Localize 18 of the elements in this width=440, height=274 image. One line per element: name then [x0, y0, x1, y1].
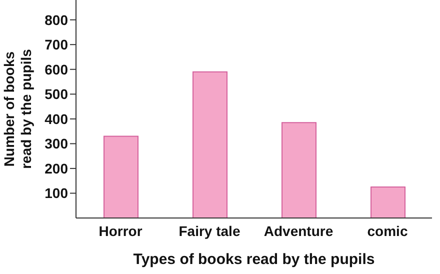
- y-tick-label: 200: [44, 160, 68, 176]
- y-tick-label: 300: [44, 136, 68, 152]
- x-tick-label: Fairy tale: [178, 222, 240, 239]
- x-axis-title: Types of books read by the pupils: [133, 251, 375, 268]
- y-tick-label: 700: [44, 36, 68, 53]
- y-tick-label: 600: [44, 61, 68, 78]
- bar: [282, 122, 316, 218]
- y-tick-label: 100: [44, 185, 68, 202]
- x-tick-label: Horror: [98, 222, 143, 239]
- x-tick-label: comic: [367, 222, 408, 239]
- y-axis-title: Number of books read by the pupils: [1, 48, 34, 169]
- y-tick-label: 500: [44, 86, 68, 102]
- bar: [192, 71, 228, 218]
- bar: [370, 186, 406, 218]
- y-tick-label: 800: [44, 12, 68, 28]
- bar: [104, 136, 138, 218]
- x-tick-label: Adventure: [264, 222, 334, 239]
- y-tick-label: 400: [44, 110, 68, 127]
